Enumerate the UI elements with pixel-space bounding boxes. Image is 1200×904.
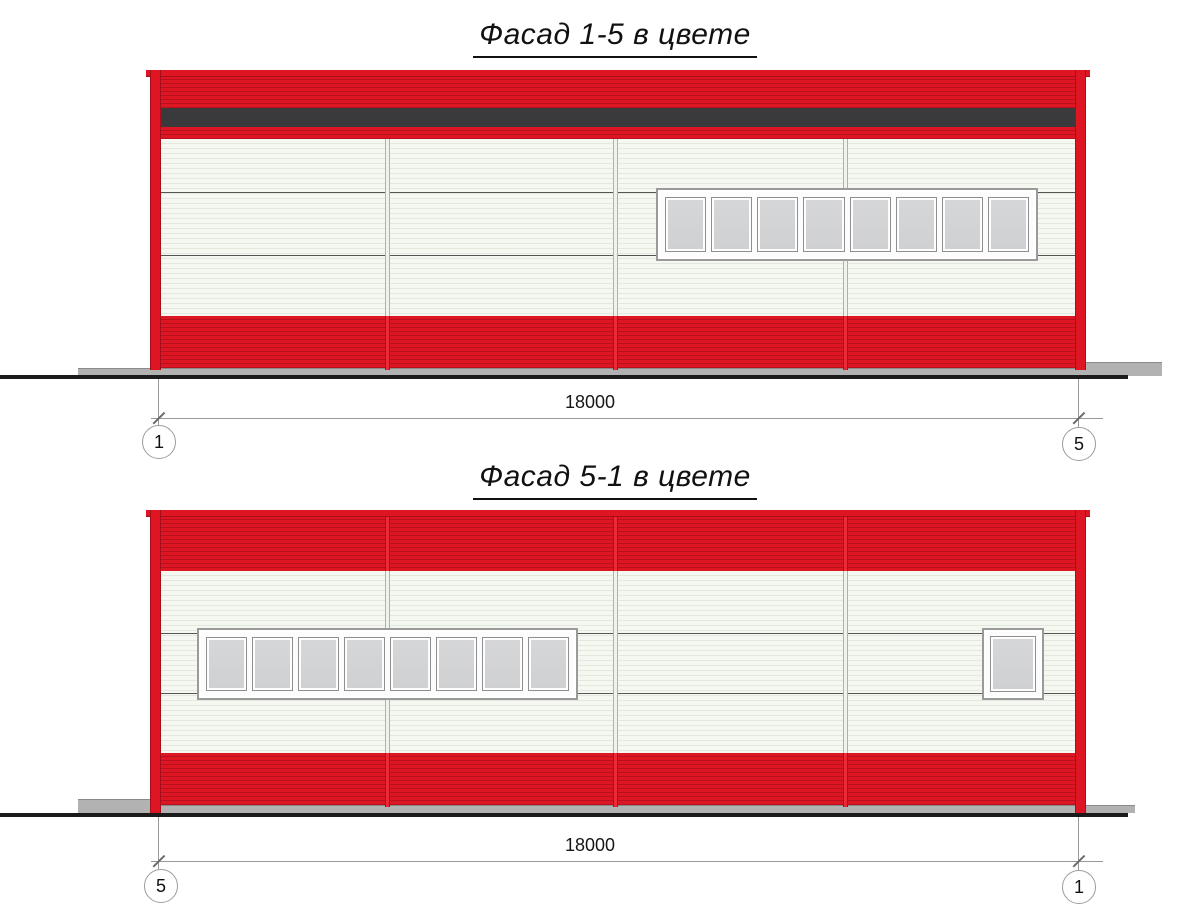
axis-number: 1 — [153, 431, 164, 452]
dimension-label: 18000 — [564, 392, 616, 412]
window-pane — [528, 637, 569, 691]
facade-5-1-elevation — [146, 510, 1090, 813]
extension-line-right — [1078, 379, 1079, 427]
plinth-divider — [843, 753, 848, 807]
plinth-divider — [385, 316, 390, 370]
window-pane — [941, 197, 983, 252]
foundation-strip — [78, 368, 1162, 376]
panel-divider — [613, 139, 618, 316]
plinth-divider — [613, 316, 618, 370]
panel-joint-upper — [161, 192, 1075, 193]
axis-bubble-right: 1 — [1062, 870, 1096, 904]
panel-divider — [385, 139, 390, 316]
window-pane — [390, 637, 431, 691]
corner-trim-left — [150, 510, 161, 813]
extension-line-left — [158, 379, 159, 426]
axis-number: 5 — [155, 875, 166, 896]
axis-number: 1 — [1073, 876, 1084, 897]
corner-trim-left — [150, 70, 161, 370]
window-pane — [757, 197, 799, 252]
plinth-divider — [385, 753, 390, 807]
ground-line — [0, 813, 1128, 817]
axis-number: 5 — [1073, 433, 1084, 454]
plinth-band — [150, 316, 1086, 370]
panel-divider — [843, 571, 848, 753]
facade-1-5-title-text: Фасад 1-5 в цвете — [473, 18, 757, 58]
accent-stripe — [150, 108, 1086, 127]
foundation-ramp-right — [1086, 362, 1162, 369]
panel-divider — [613, 571, 618, 753]
window-pane — [482, 637, 523, 691]
red-band-top — [150, 76, 1086, 108]
red-band-top — [150, 516, 1086, 571]
dimension-label: 18000 — [564, 835, 616, 855]
extension-line-right — [1078, 817, 1079, 870]
plinth-divider — [613, 753, 618, 807]
plinth-divider — [843, 316, 848, 370]
ribbon-window — [197, 628, 578, 700]
red-band-sub — [150, 127, 1086, 139]
facade-5-1-title: Фасад 5-1 в цвете — [0, 460, 1200, 500]
foundation-ramp-left — [78, 799, 152, 806]
window-pane — [344, 637, 385, 691]
panel-joint-lower — [161, 693, 1075, 694]
ribbon-window — [656, 188, 1038, 261]
facade-1-5-title: Фасад 1-5 в цвете — [0, 18, 1200, 58]
single-window — [982, 628, 1044, 700]
axis-bubble-right: 5 — [1062, 427, 1096, 461]
red-band-divider — [613, 516, 618, 571]
panel-joint-upper — [161, 633, 1075, 634]
window-pane — [849, 197, 891, 252]
dimension-line — [151, 861, 1103, 862]
foundation-strip — [78, 805, 1135, 813]
window-pane — [987, 197, 1029, 252]
window-pane — [711, 197, 753, 252]
axis-bubble-left: 1 — [142, 425, 176, 459]
red-band-divider — [385, 516, 390, 571]
roof-cap-flashing — [146, 510, 1090, 517]
window-pane — [895, 197, 937, 252]
plinth-band — [150, 753, 1086, 807]
window-pane — [436, 637, 477, 691]
window-pane — [252, 637, 293, 691]
window-pane — [298, 637, 339, 691]
window-pane — [665, 197, 707, 252]
window-pane — [206, 637, 247, 691]
window-pane — [803, 197, 845, 252]
corner-trim-right — [1075, 510, 1086, 813]
corner-trim-right — [1075, 70, 1086, 370]
facade-5-1-title-text: Фасад 5-1 в цвете — [473, 460, 757, 500]
dimension-line — [151, 418, 1103, 419]
wall-panel-band — [150, 571, 1086, 753]
ground-line — [0, 375, 1128, 379]
extension-line-left — [158, 817, 159, 869]
roof-cap-flashing — [146, 70, 1090, 77]
red-band-divider — [843, 516, 848, 571]
panel-joint-lower — [161, 255, 1075, 256]
facade-1-5-elevation — [146, 70, 1090, 370]
axis-bubble-left: 5 — [144, 869, 178, 903]
window-pane — [990, 636, 1036, 692]
